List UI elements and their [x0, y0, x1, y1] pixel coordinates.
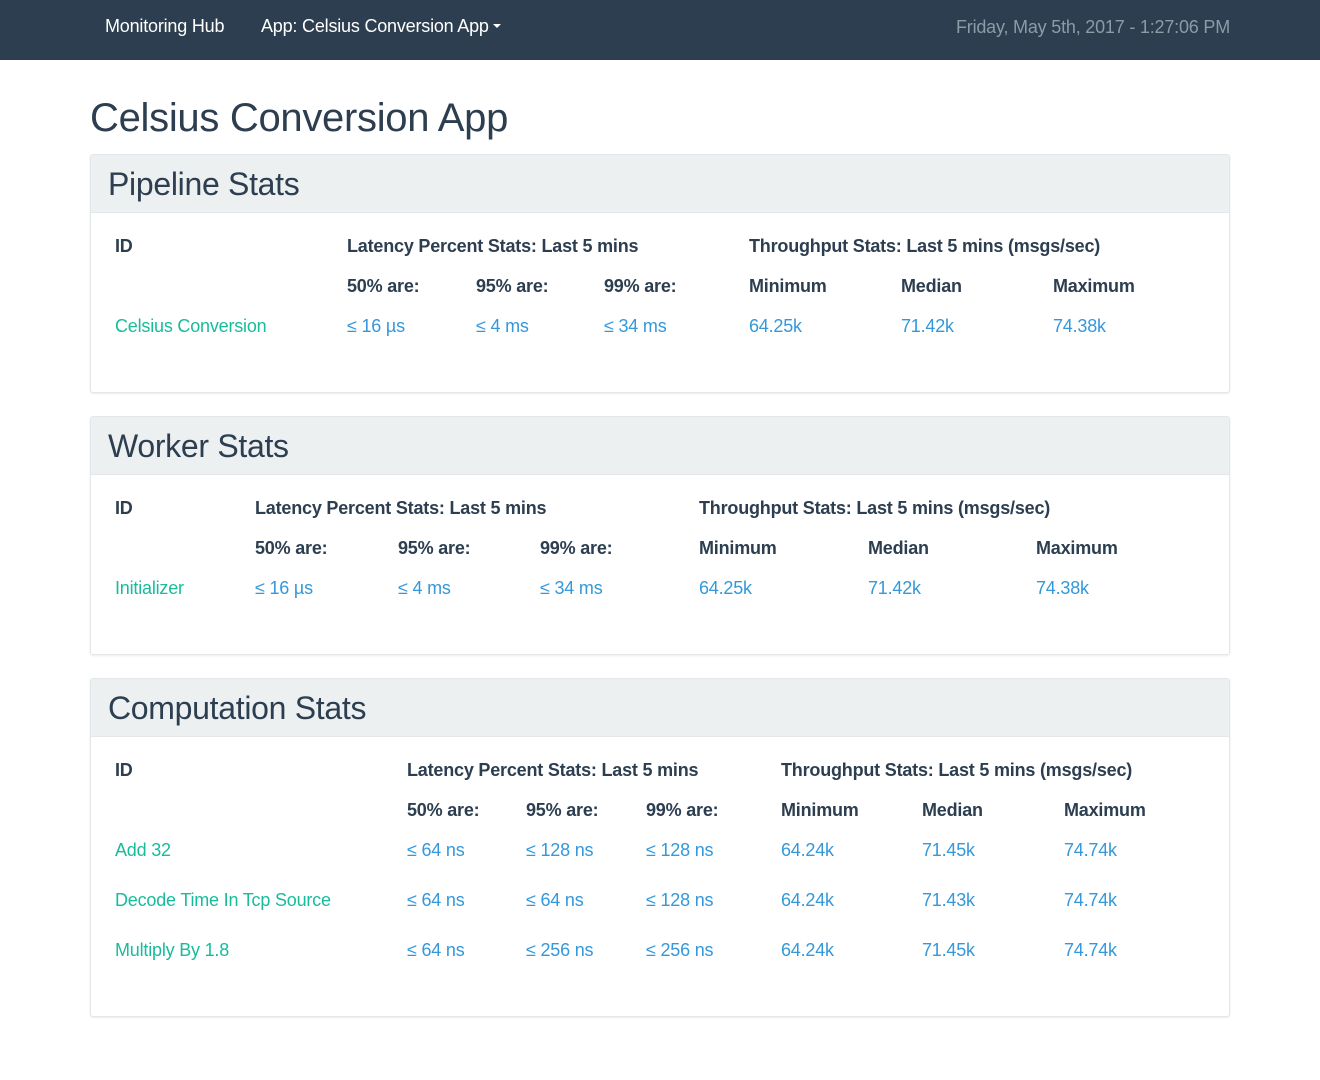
- p95-header: 95% are:: [526, 800, 599, 820]
- min-value-link[interactable]: 64.25k: [749, 316, 802, 336]
- p50-header: 50% are:: [347, 276, 420, 296]
- median-header: Median: [922, 800, 983, 820]
- panel-heading: Worker Stats: [91, 417, 1229, 475]
- throughput-header: Throughput Stats: Last 5 mins (msgs/sec): [749, 236, 1101, 256]
- min-header: Minimum: [699, 538, 777, 558]
- panel-title: Pipeline Stats: [108, 166, 300, 202]
- p95-value-link[interactable]: ≤ 128 ns: [526, 840, 594, 860]
- row-id-link[interactable]: Decode Time In Tcp Source: [115, 890, 331, 910]
- min-value-link[interactable]: 64.24k: [781, 890, 834, 910]
- min-value-link[interactable]: 64.24k: [781, 940, 834, 960]
- navbar: Monitoring Hub App: Celsius Conversion A…: [0, 0, 1320, 60]
- p50-header: 50% are:: [255, 538, 328, 558]
- latency-header: Latency Percent Stats: Last 5 mins: [407, 760, 699, 780]
- panel-heading: Computation Stats: [91, 679, 1229, 737]
- median-value-link[interactable]: 71.43k: [922, 890, 975, 910]
- max-value-link[interactable]: 74.74k: [1064, 940, 1117, 960]
- p95-value-link[interactable]: ≤ 4 ms: [398, 578, 451, 598]
- row-id-link[interactable]: Celsius Conversion: [115, 316, 267, 336]
- min-header: Minimum: [781, 800, 859, 820]
- id-header: ID: [115, 236, 133, 256]
- min-value-link[interactable]: 64.25k: [699, 578, 752, 598]
- latency-header: Latency Percent Stats: Last 5 mins: [347, 236, 639, 256]
- p95-value-link[interactable]: ≤ 256 ns: [526, 940, 594, 960]
- max-value-link[interactable]: 74.74k: [1064, 840, 1117, 860]
- panel-heading: Pipeline Stats: [91, 155, 1229, 213]
- max-value-link[interactable]: 74.38k: [1053, 316, 1106, 336]
- p50-value-link[interactable]: ≤ 16 µs: [255, 578, 313, 598]
- caret-down-icon: [492, 24, 501, 29]
- panel-title: Computation Stats: [108, 690, 367, 726]
- max-header: Maximum: [1053, 276, 1135, 296]
- p50-value-link[interactable]: ≤ 16 µs: [347, 316, 405, 336]
- p99-value-link[interactable]: ≤ 34 ms: [604, 316, 667, 336]
- median-value-link[interactable]: 71.42k: [901, 316, 954, 336]
- row-id-link[interactable]: Multiply By 1.8: [115, 940, 230, 960]
- worker-stats-panel: Worker Stats ID Latency Percent Stats: L…: [90, 416, 1230, 655]
- median-header: Median: [901, 276, 962, 296]
- max-header: Maximum: [1064, 800, 1146, 820]
- median-header: Median: [868, 538, 929, 558]
- app-dropdown-label: App: Celsius Conversion App: [261, 16, 489, 36]
- min-header: Minimum: [749, 276, 827, 296]
- id-header: ID: [115, 760, 133, 780]
- computation-stats-panel: Computation Stats ID Latency Percent Sta…: [90, 678, 1230, 1017]
- p99-value-link[interactable]: ≤ 128 ns: [646, 890, 714, 910]
- id-header: ID: [115, 498, 133, 518]
- p50-value-link[interactable]: ≤ 64 ns: [407, 890, 465, 910]
- max-header: Maximum: [1036, 538, 1118, 558]
- p95-value-link[interactable]: ≤ 64 ns: [526, 890, 584, 910]
- median-value-link[interactable]: 71.45k: [922, 940, 975, 960]
- page-title: Celsius Conversion App: [90, 96, 509, 140]
- timestamp: Friday, May 5th, 2017 - 1:27:06 PM: [955, 17, 1230, 37]
- p95-header: 95% are:: [398, 538, 471, 558]
- pipeline-stats-panel: Pipeline Stats ID Latency Percent Stats:…: [90, 154, 1230, 393]
- p95-header: 95% are:: [476, 276, 549, 296]
- panel-title: Worker Stats: [108, 428, 289, 464]
- throughput-header: Throughput Stats: Last 5 mins (msgs/sec): [699, 498, 1051, 518]
- row-id-link[interactable]: Initializer: [115, 578, 184, 598]
- p99-value-link[interactable]: ≤ 256 ns: [646, 940, 714, 960]
- p50-value-link[interactable]: ≤ 64 ns: [407, 840, 465, 860]
- p99-header: 99% are:: [604, 276, 677, 296]
- max-value-link[interactable]: 74.74k: [1064, 890, 1117, 910]
- throughput-header: Throughput Stats: Last 5 mins (msgs/sec): [781, 760, 1133, 780]
- p99-header: 99% are:: [646, 800, 719, 820]
- max-value-link[interactable]: 74.38k: [1036, 578, 1089, 598]
- p99-value-link[interactable]: ≤ 34 ms: [540, 578, 603, 598]
- p50-header: 50% are:: [407, 800, 480, 820]
- median-value-link[interactable]: 71.42k: [868, 578, 921, 598]
- row-id-link[interactable]: Add 32: [115, 840, 171, 860]
- brand-link[interactable]: Monitoring Hub: [105, 16, 225, 36]
- latency-header: Latency Percent Stats: Last 5 mins: [255, 498, 547, 518]
- min-value-link[interactable]: 64.24k: [781, 840, 834, 860]
- median-value-link[interactable]: 71.45k: [922, 840, 975, 860]
- p99-value-link[interactable]: ≤ 128 ns: [646, 840, 714, 860]
- p99-header: 99% are:: [540, 538, 613, 558]
- app-dropdown[interactable]: App: Celsius Conversion App: [261, 16, 501, 37]
- p95-value-link[interactable]: ≤ 4 ms: [476, 316, 529, 336]
- p50-value-link[interactable]: ≤ 64 ns: [407, 940, 465, 960]
